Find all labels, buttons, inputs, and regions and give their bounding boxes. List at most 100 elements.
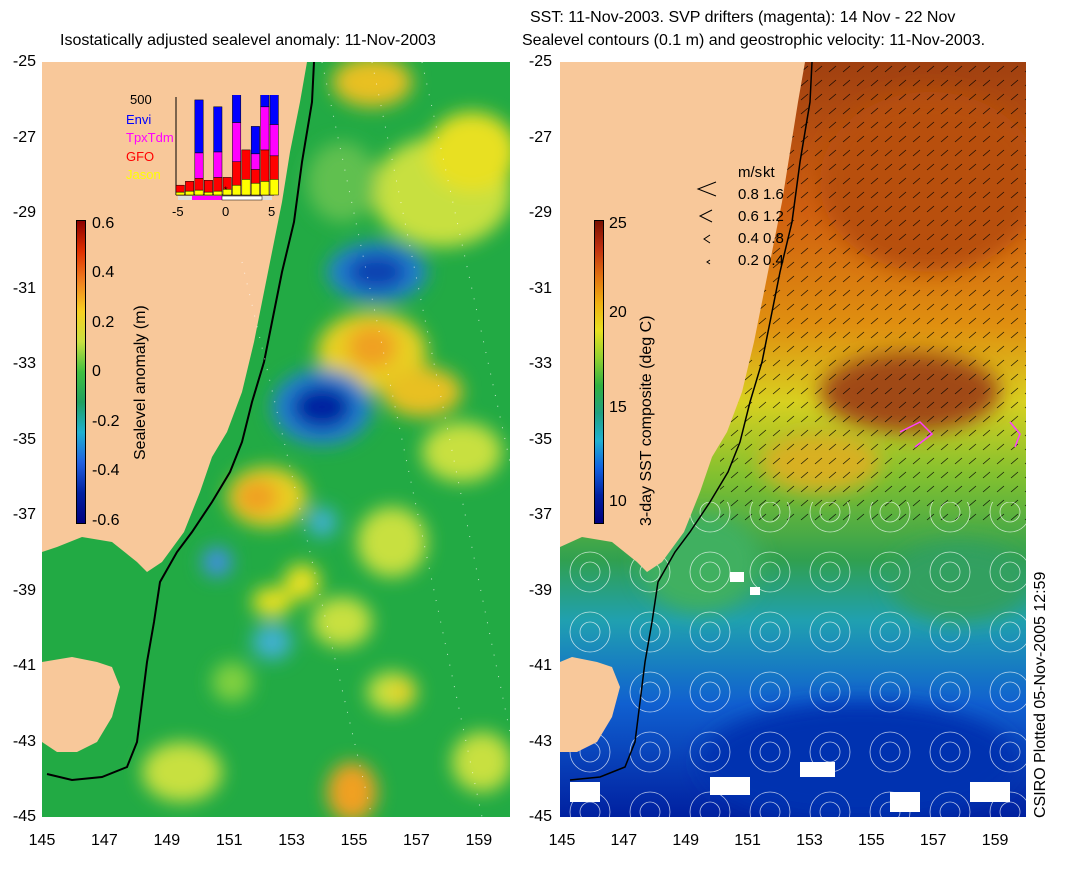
inset-bar-envi bbox=[250, 126, 260, 155]
inset-bar-envi bbox=[260, 95, 270, 108]
inset-bar-gfo bbox=[185, 181, 195, 192]
lon-tick-right: 153 bbox=[796, 832, 823, 849]
lon-tick-left: 145 bbox=[28, 832, 56, 849]
velocity-key-row: 0.4 bbox=[738, 230, 759, 247]
lat-tick-left: -25 bbox=[12, 53, 36, 70]
inset-bar-jason bbox=[213, 190, 223, 196]
inset-bar-gfo bbox=[241, 149, 251, 180]
lon-tick-right: 155 bbox=[857, 832, 885, 849]
legend-jason: Jason bbox=[126, 167, 161, 182]
cbar-tick: 0.2 bbox=[92, 314, 115, 331]
lat-tick-right: -41 bbox=[528, 657, 552, 674]
inset-bar-gfo bbox=[250, 169, 260, 184]
inset-bar-gfo bbox=[175, 184, 185, 193]
inset-bar-envi bbox=[269, 95, 279, 125]
velocity-key-header-kt: kt bbox=[763, 164, 775, 181]
inset-bar-jason bbox=[241, 179, 251, 196]
lat-tick-left: -37 bbox=[12, 506, 36, 523]
lat-tick-right: -25 bbox=[528, 53, 552, 70]
lat-tick-left: -31 bbox=[12, 279, 36, 297]
legend-gfo: GFO bbox=[126, 149, 155, 164]
velocity-key-row: 0.4 bbox=[763, 252, 784, 269]
cbar-tick: 0.6 bbox=[92, 215, 115, 232]
lon-tick-left: 151 bbox=[215, 832, 243, 849]
inset-bar-tpx bbox=[232, 122, 242, 162]
inset-bar-jason bbox=[232, 184, 242, 196]
cbar-tick: 10 bbox=[609, 493, 627, 510]
velocity-key-row: 1.2 bbox=[763, 208, 784, 225]
velocity-key-header-ms: m/s bbox=[738, 164, 763, 181]
lon-tick-right: 159 bbox=[981, 832, 1009, 849]
lon-tick-left: 147 bbox=[91, 832, 118, 849]
lat-tick-right: -37 bbox=[528, 506, 552, 523]
inset-bar-jason bbox=[194, 189, 204, 196]
cbar-tick: 25 bbox=[609, 215, 627, 232]
sst-colorbar bbox=[594, 220, 604, 524]
inset-bar-envi bbox=[213, 106, 223, 153]
lat-tick-left: -39 bbox=[12, 581, 36, 599]
lon-tick-left: 159 bbox=[465, 832, 493, 849]
inset-bar-jason bbox=[250, 182, 260, 196]
lat-tick-right: -29 bbox=[528, 204, 552, 221]
velocity-key-row: 0.6 bbox=[738, 208, 759, 225]
lat-tick-left: -29 bbox=[12, 204, 36, 221]
velocity-key-kt: kt 1.6 1.2 0.8 0.4 bbox=[763, 162, 803, 272]
lon-tick-right: 145 bbox=[548, 832, 576, 849]
velocity-key-ms: m/s 0.8 0.6 0.4 0.2 bbox=[738, 162, 798, 272]
lon-tick-right: 147 bbox=[610, 832, 638, 849]
lat-tick-left: -35 bbox=[12, 430, 36, 448]
inset-bar-jason bbox=[260, 181, 270, 196]
lon-tick-left: 155 bbox=[340, 832, 368, 849]
inset-x-tick: 0 bbox=[222, 204, 230, 219]
velocity-key-row: 1.6 bbox=[763, 186, 784, 203]
inset-bar-gfo bbox=[213, 177, 223, 192]
lat-tick-right: -43 bbox=[528, 732, 552, 750]
right-map-title-line2: Sealevel contours (0.1 m) and geostrophi… bbox=[522, 32, 986, 49]
cbar-tick: 0.4 bbox=[92, 264, 115, 281]
inset-bar-jason bbox=[203, 191, 213, 196]
lat-tick-right: -27 bbox=[528, 128, 552, 146]
right-map-title-line1: SST: 11-Nov-2003. SVP drifters (magenta)… bbox=[530, 9, 956, 26]
inset-bar-gfo bbox=[232, 161, 242, 186]
cbar-tick: 0 bbox=[92, 363, 101, 380]
lon-tick-left: 157 bbox=[403, 832, 430, 849]
inset-bar-envi bbox=[232, 95, 242, 123]
lat-tick-left: -27 bbox=[12, 128, 36, 146]
inset-bar-gfo bbox=[194, 178, 204, 191]
sst-colorbar-label: 3-day SST composite (deg C) bbox=[638, 315, 655, 526]
inset-bar-tpx bbox=[260, 106, 270, 151]
lon-tick-left: 153 bbox=[278, 832, 305, 849]
inset-x-tick: -5 bbox=[172, 204, 184, 219]
sst-map bbox=[560, 62, 1026, 817]
inset-bar-jason bbox=[185, 190, 195, 196]
legend-tpxtdm: TpxTdm bbox=[126, 130, 174, 145]
lon-tick-right: 157 bbox=[919, 832, 947, 849]
lon-tick-right: 151 bbox=[734, 832, 761, 849]
lat-tick-left: -33 bbox=[12, 355, 36, 372]
velocity-key-row: 0.2 bbox=[738, 252, 759, 269]
lat-tick-left: -41 bbox=[12, 657, 36, 674]
sealevel-colorbar bbox=[76, 220, 86, 524]
svg-text:*: * bbox=[224, 185, 228, 195]
lat-tick-right: -33 bbox=[528, 355, 552, 372]
lat-tick-right: -31 bbox=[528, 279, 552, 297]
velocity-key-row: 0.8 bbox=[763, 230, 784, 247]
inset-bar-tpx bbox=[213, 151, 223, 178]
inset-bar-gfo bbox=[222, 177, 232, 190]
cbar-tick: 15 bbox=[609, 399, 627, 416]
cbar-tick: -0.6 bbox=[92, 512, 120, 529]
inset-bar-gfo bbox=[260, 149, 270, 182]
lat-tick-left: -43 bbox=[12, 732, 36, 750]
lat-tick-right: -39 bbox=[528, 581, 552, 599]
inset-bar-gfo bbox=[269, 155, 279, 180]
lat-tick-left: -45 bbox=[12, 808, 36, 825]
inset-bar-jason bbox=[175, 191, 185, 196]
satellite-pass-chart: * bbox=[175, 95, 279, 201]
inset-bar-tpx bbox=[194, 152, 204, 179]
lat-tick-right: -45 bbox=[528, 808, 552, 825]
lon-tick-right: 149 bbox=[672, 832, 700, 849]
inset-bar-jason bbox=[269, 179, 279, 196]
lon-tick-left: 149 bbox=[153, 832, 181, 849]
legend-envi: Envi bbox=[126, 112, 152, 127]
inset-bar-tpx bbox=[250, 153, 260, 170]
